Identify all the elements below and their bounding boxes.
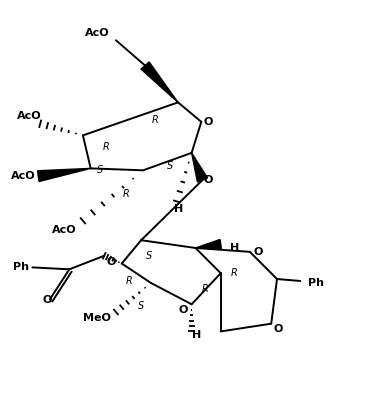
Text: O: O [203, 117, 213, 127]
Text: AcO: AcO [85, 28, 109, 38]
Text: R: R [122, 189, 129, 199]
Text: H: H [192, 330, 201, 340]
Text: O: O [273, 325, 283, 335]
Text: AcO: AcO [11, 171, 36, 181]
Text: S: S [146, 251, 152, 261]
Text: MeO: MeO [83, 313, 111, 323]
Text: R: R [231, 268, 238, 278]
Text: S: S [138, 301, 144, 311]
Text: S: S [167, 162, 173, 171]
Text: O: O [254, 247, 263, 257]
Text: AcO: AcO [17, 111, 41, 121]
Text: Ph: Ph [308, 278, 324, 288]
Text: R: R [151, 115, 158, 125]
Text: AcO: AcO [52, 226, 77, 235]
Text: S: S [97, 166, 104, 175]
Polygon shape [192, 153, 208, 182]
Text: O: O [106, 257, 116, 267]
Polygon shape [196, 239, 221, 249]
Text: O: O [178, 305, 187, 315]
Text: O: O [42, 295, 52, 305]
Polygon shape [141, 62, 178, 102]
Text: R: R [126, 276, 133, 286]
Text: Ph: Ph [13, 262, 29, 273]
Text: O: O [203, 175, 213, 185]
Text: R: R [202, 284, 208, 294]
Text: R: R [103, 142, 109, 152]
Text: H: H [174, 204, 183, 214]
Polygon shape [38, 168, 91, 182]
Text: H: H [230, 243, 240, 253]
